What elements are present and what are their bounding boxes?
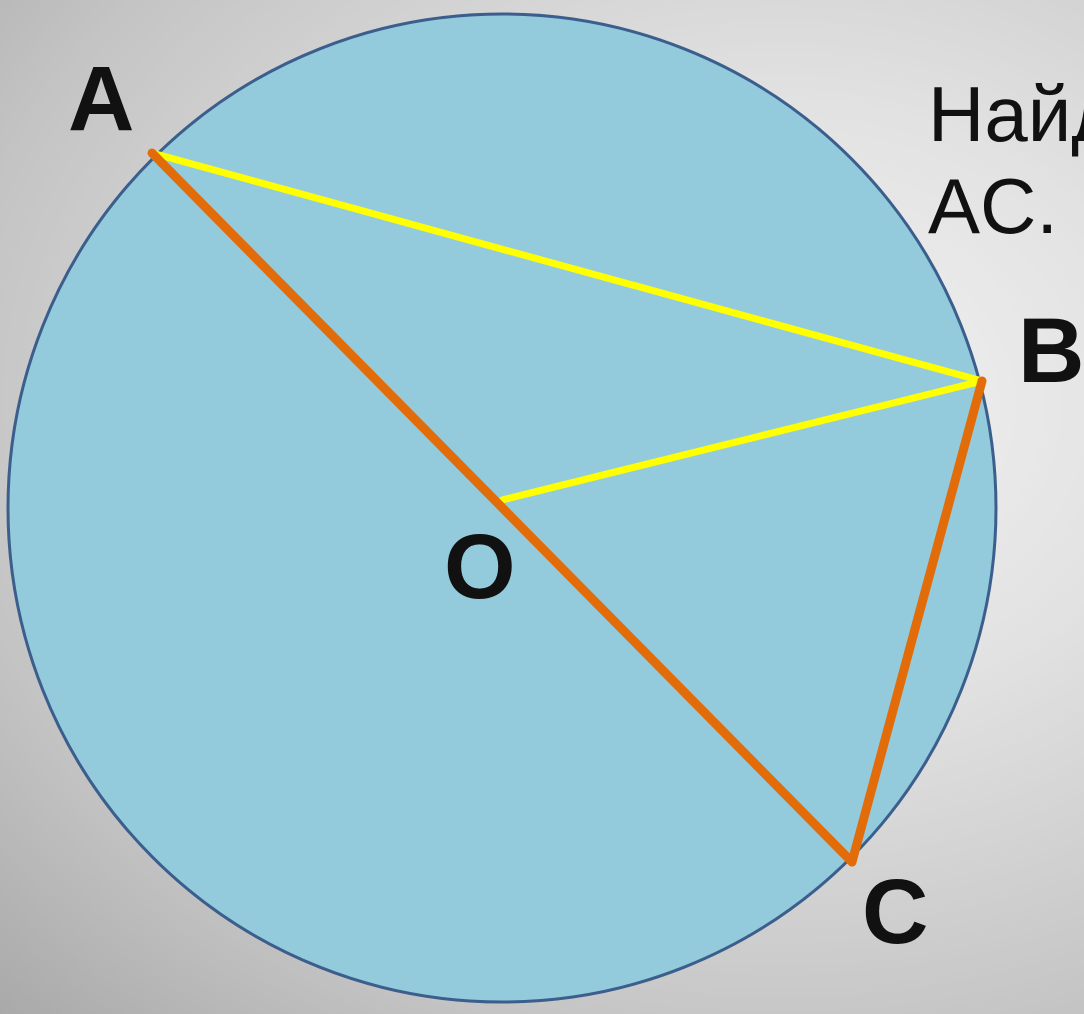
segment-ab (148, 149, 986, 385)
task-text-line-1: Найд (928, 70, 1084, 158)
segment-bc (847, 376, 987, 867)
segment-ob (498, 377, 986, 504)
label-point-b: B (1018, 300, 1084, 402)
label-point-c: C (862, 861, 928, 963)
label-point-a: A (68, 48, 134, 150)
label-point-o: O (444, 516, 516, 618)
task-text-line-2: AC. (928, 162, 1059, 250)
task-text: Найд AC. (928, 68, 1084, 252)
segment-ac (147, 148, 857, 867)
